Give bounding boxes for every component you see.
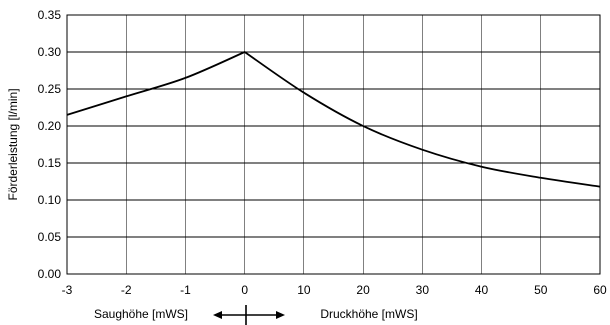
x-tick-label: 10 <box>297 283 311 297</box>
delivery-rate-line <box>66 50 601 188</box>
x-tick-label: 0 <box>241 283 248 297</box>
x-tick-label: 30 <box>416 283 430 297</box>
y-tick-label: 0.35 <box>38 8 62 22</box>
x-axis-label-suction: Saughöhe [mWS] <box>94 307 188 321</box>
x-tick-label: 20 <box>356 283 370 297</box>
grid <box>66 14 601 275</box>
y-tick-label: 0.15 <box>38 156 62 170</box>
y-tick-label: 0.20 <box>38 119 62 133</box>
y-tick-labels: 0.00 0.05 0.10 0.15 0.20 0.25 0.30 0.35 <box>38 8 62 281</box>
y-tick-label: 0.05 <box>38 230 62 244</box>
direction-arrow-icon <box>213 305 285 325</box>
x-axis-label-pressure: Druckhöhe [mWS] <box>320 307 417 321</box>
x-tick-label: -3 <box>62 283 73 297</box>
y-tick-label: 0.30 <box>38 45 62 59</box>
y-tick-label: 0.00 <box>38 267 62 281</box>
x-tick-labels: -3 -2 -1 0 10 20 30 40 50 60 <box>62 283 607 297</box>
y-axis-label: Förderleistung [l/min] <box>6 88 20 200</box>
x-tick-label: -1 <box>180 283 191 297</box>
x-tick-label: 50 <box>534 283 548 297</box>
x-tick-label: 40 <box>475 283 489 297</box>
x-tick-label: -2 <box>121 283 132 297</box>
x-tick-label: 60 <box>593 283 607 297</box>
plot-frame <box>66 14 601 275</box>
y-tick-label: 0.10 <box>38 193 62 207</box>
y-tick-label: 0.25 <box>38 82 62 96</box>
